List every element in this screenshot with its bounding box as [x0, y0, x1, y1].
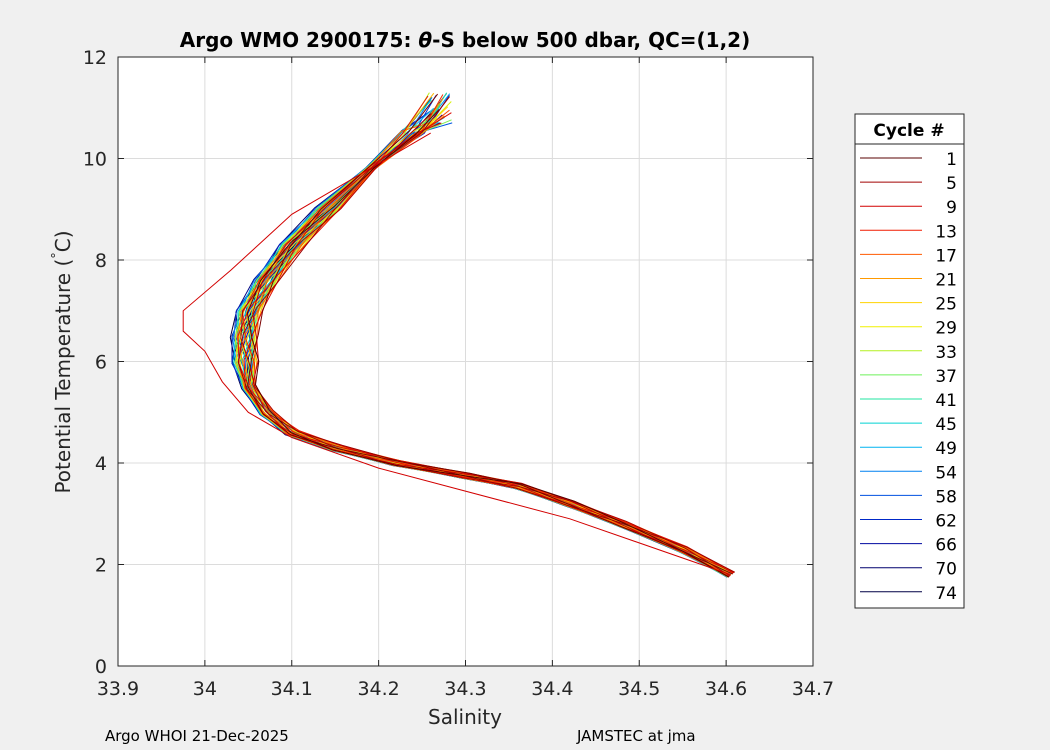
x-tick-label: 34 — [193, 678, 217, 700]
y-tick-label: 12 — [83, 47, 107, 69]
legend-label: 1 — [946, 150, 957, 170]
y-tick-label: 8 — [95, 250, 107, 272]
legend-label: 13 — [935, 222, 957, 242]
y-tick-label: 4 — [95, 453, 107, 475]
legend-label: 62 — [935, 512, 957, 532]
x-tick-label: 34.3 — [444, 678, 486, 700]
y-axis-label: Potential Temperature (°C) — [50, 230, 75, 493]
chart-title: Argo WMO 2900175: θ-S below 500 dbar, QC… — [180, 28, 750, 52]
legend-label: 54 — [935, 463, 957, 483]
legend-label: 74 — [935, 584, 957, 604]
legend-label: 21 — [935, 271, 957, 291]
legend-label: 29 — [935, 319, 957, 339]
legend-label: 41 — [935, 391, 957, 411]
footer-source: Argo WHOI 21-Dec-2025 — [105, 727, 289, 745]
legend-label: 25 — [935, 295, 957, 315]
legend-label: 45 — [935, 415, 957, 435]
legend: Cycle # 1 5 9 13 17 21 25 29 33 37 41 45 49 54 58 62 66 7… — [855, 114, 964, 608]
y-tick-label: 10 — [83, 149, 107, 171]
x-axis-label: Salinity — [428, 705, 502, 729]
legend-label: 5 — [946, 174, 957, 194]
legend-label: 37 — [935, 367, 957, 387]
footer-credit: JAMSTEC at jma — [576, 727, 696, 745]
legend-label: 49 — [935, 439, 957, 459]
y-tick-label: 2 — [95, 555, 107, 577]
legend-title: Cycle # — [873, 121, 944, 141]
legend-label: 70 — [935, 560, 957, 580]
x-tick-label: 34.1 — [271, 678, 313, 700]
y-tick-label: 0 — [95, 656, 107, 678]
legend-label: 58 — [935, 487, 957, 507]
y-tick-label: 6 — [95, 352, 107, 374]
legend-label: 9 — [946, 198, 957, 218]
x-tick-label: 34.6 — [705, 678, 747, 700]
chart-figure: 33.9 34 34.1 34.2 34.3 34.4 34.5 34.6 34.7 0 2 4 6 8… — [0, 0, 1050, 750]
x-tick-label: 34.2 — [357, 678, 399, 700]
x-tick-label: 34.5 — [618, 678, 660, 700]
x-tick-label: 34.4 — [531, 678, 573, 700]
x-tick-label: 33.9 — [97, 678, 139, 700]
legend-label: 66 — [935, 536, 957, 556]
x-tick-label: 34.7 — [792, 678, 834, 700]
legend-label: 17 — [935, 246, 957, 266]
legend-label: 33 — [935, 343, 957, 363]
